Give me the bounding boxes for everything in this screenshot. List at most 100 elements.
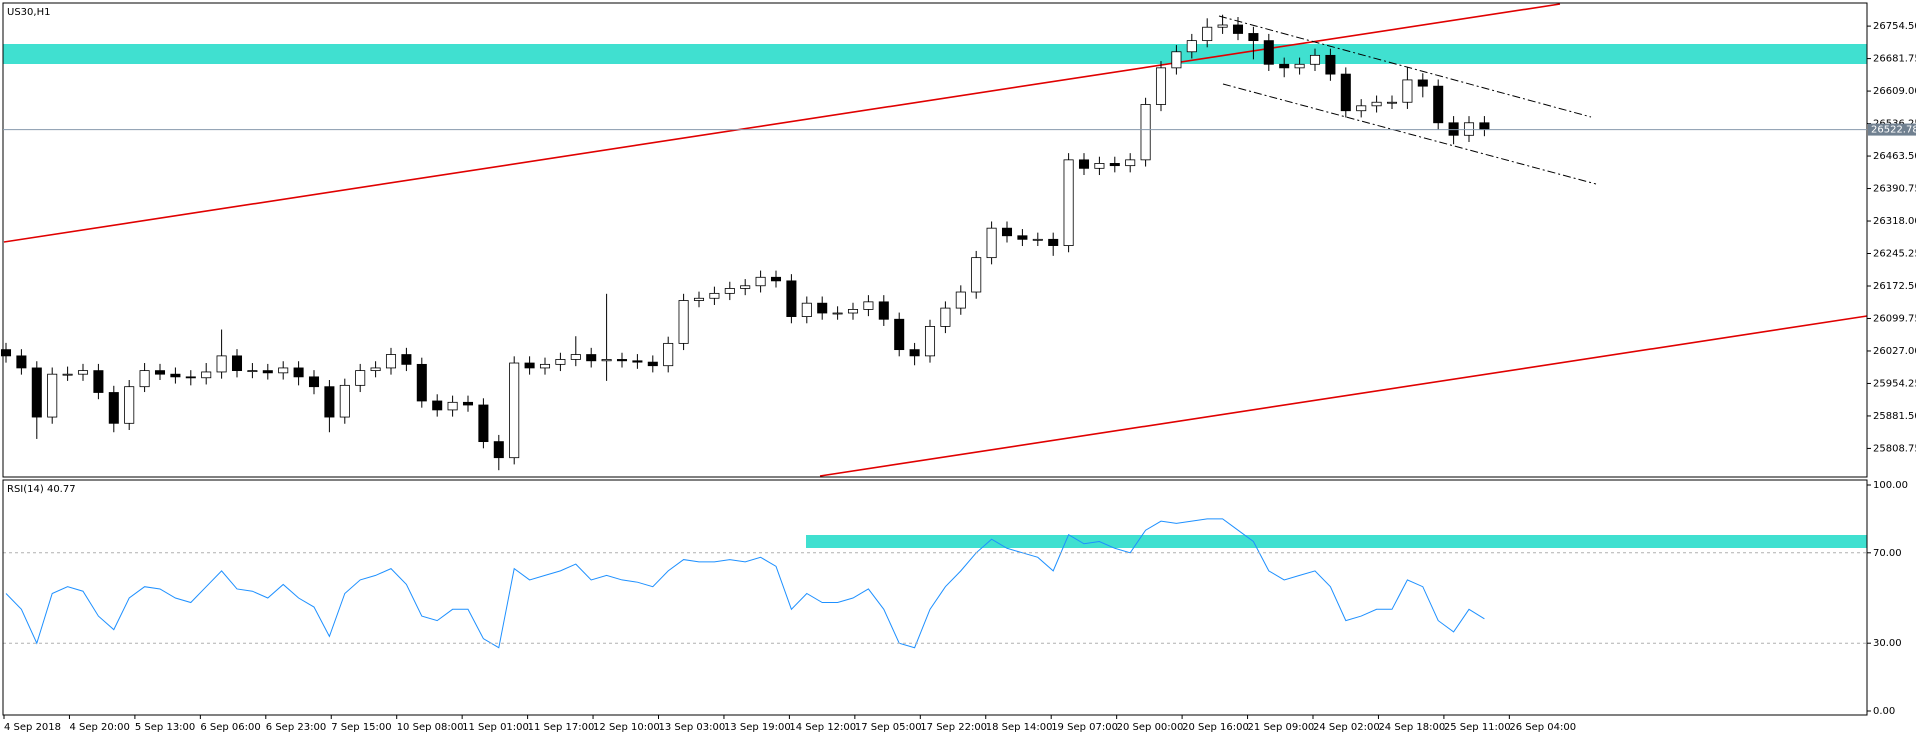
candle-body xyxy=(170,373,181,378)
x-tick-label: 6 Sep 23:00 xyxy=(266,722,326,733)
candle-body xyxy=(740,285,751,289)
candle-body xyxy=(124,386,135,424)
candle-body xyxy=(462,401,474,406)
candle-body xyxy=(93,370,104,393)
candle-body xyxy=(1263,40,1274,65)
y-tick-label: 26318.00 xyxy=(1873,216,1916,227)
y-tick-label: 70.00 xyxy=(1873,548,1902,559)
candle-body xyxy=(1356,105,1367,112)
x-tick-label: 6 Sep 06:00 xyxy=(200,722,260,733)
candle-body xyxy=(1109,163,1120,167)
candle-body xyxy=(570,354,581,360)
x-tick-label: 20 Sep 16:00 xyxy=(1182,722,1249,733)
channel-line xyxy=(1222,83,1597,185)
y-tick-label: 26027.00 xyxy=(1873,346,1916,357)
x-tick-label: 21 Sep 09:00 xyxy=(1248,722,1315,733)
y-tick-label: 0.00 xyxy=(1873,706,1895,717)
candle-body xyxy=(770,276,782,282)
candle-body xyxy=(1186,40,1197,53)
candle-body xyxy=(432,400,443,411)
candle-body xyxy=(355,370,366,386)
candle-body xyxy=(77,370,89,375)
candle-body xyxy=(0,349,12,357)
candle-body xyxy=(955,291,966,309)
chart-title: US30,H1 xyxy=(7,7,50,18)
candle-body xyxy=(509,362,520,459)
candle-body xyxy=(1017,235,1028,240)
price-frame xyxy=(2,2,1868,478)
candle-body xyxy=(154,370,166,375)
x-tick-label: 17 Sep 22:00 xyxy=(920,722,987,733)
last-price-label: 26522.78 xyxy=(1871,125,1916,136)
candle-body xyxy=(339,384,350,418)
candle-body xyxy=(1063,159,1074,246)
rsi-frame xyxy=(2,479,1868,716)
x-tick-label: 26 Sep 04:00 xyxy=(1509,722,1576,733)
candle-body xyxy=(986,227,997,259)
x-tick-label: 14 Sep 12:00 xyxy=(789,722,856,733)
y-tick-label: 26754.50 xyxy=(1873,21,1916,32)
x-tick-label: 24 Sep 02:00 xyxy=(1313,722,1380,733)
candle-body xyxy=(262,370,273,374)
candle-body xyxy=(1171,51,1182,69)
x-tick-label: 25 Sep 11:00 xyxy=(1444,722,1511,733)
candle-body xyxy=(1048,238,1059,246)
x-tick-label: 4 Sep 2018 xyxy=(4,722,61,733)
candle-body xyxy=(1217,24,1228,28)
candle-body xyxy=(647,361,658,367)
y-tick-label: 26463.50 xyxy=(1873,151,1916,162)
candle-body xyxy=(1479,122,1490,130)
candle-body xyxy=(231,355,243,372)
candle-body xyxy=(940,307,951,327)
marks xyxy=(0,14,1867,649)
candle-body xyxy=(663,342,674,367)
candle-body xyxy=(847,309,859,314)
x-tick-label: 7 Sep 15:00 xyxy=(331,722,391,733)
candle-body xyxy=(755,276,766,287)
candle-body xyxy=(971,257,982,293)
candle-body xyxy=(139,370,150,388)
candle-body xyxy=(1155,67,1167,105)
candle-body xyxy=(108,392,119,424)
y-tick-label: 25954.25 xyxy=(1873,378,1916,389)
candle-body xyxy=(1448,122,1459,136)
trend-line xyxy=(819,315,1868,477)
rsi-zone xyxy=(806,535,1867,548)
candle-body xyxy=(693,297,705,301)
candle-body xyxy=(817,302,828,314)
x-tick-label: 19 Sep 07:00 xyxy=(1051,722,1118,733)
candle-body xyxy=(1094,163,1105,169)
candle-body xyxy=(16,355,27,369)
y-tick-label: 26245.25 xyxy=(1873,249,1916,260)
candle-body xyxy=(62,373,73,376)
candle-body xyxy=(616,359,628,362)
x-tick-label: 13 Sep 19:00 xyxy=(724,722,791,733)
candle-body xyxy=(1125,159,1136,167)
candle-body xyxy=(1325,54,1336,75)
candle-body xyxy=(201,371,212,379)
candle-body xyxy=(324,386,335,418)
candle-body xyxy=(1463,122,1475,136)
x-tick-label: 20 Sep 00:00 xyxy=(1117,722,1184,733)
candle-body xyxy=(216,355,227,373)
candle-body xyxy=(894,318,905,351)
candle-body xyxy=(1309,54,1321,65)
x-tick-label: 4 Sep 20:00 xyxy=(69,722,129,733)
candle-body xyxy=(278,367,289,374)
x-tick-label: 24 Sep 18:00 xyxy=(1378,722,1445,733)
candle-body xyxy=(524,362,535,369)
candle-body xyxy=(247,370,258,373)
candle-body xyxy=(385,354,397,369)
candle-body xyxy=(1340,73,1351,112)
candle-body xyxy=(1386,101,1398,104)
x-tick-label: 10 Sep 08:00 xyxy=(397,722,464,733)
candle-body xyxy=(1279,63,1290,69)
candle-body xyxy=(909,349,920,357)
candle-body xyxy=(1140,104,1151,161)
candle-body xyxy=(1001,227,1013,237)
candle-body xyxy=(370,367,381,372)
candle-body xyxy=(924,326,936,357)
candle-body xyxy=(678,300,689,344)
candle-body xyxy=(832,312,843,315)
y-tick-label: 100.00 xyxy=(1873,480,1908,491)
